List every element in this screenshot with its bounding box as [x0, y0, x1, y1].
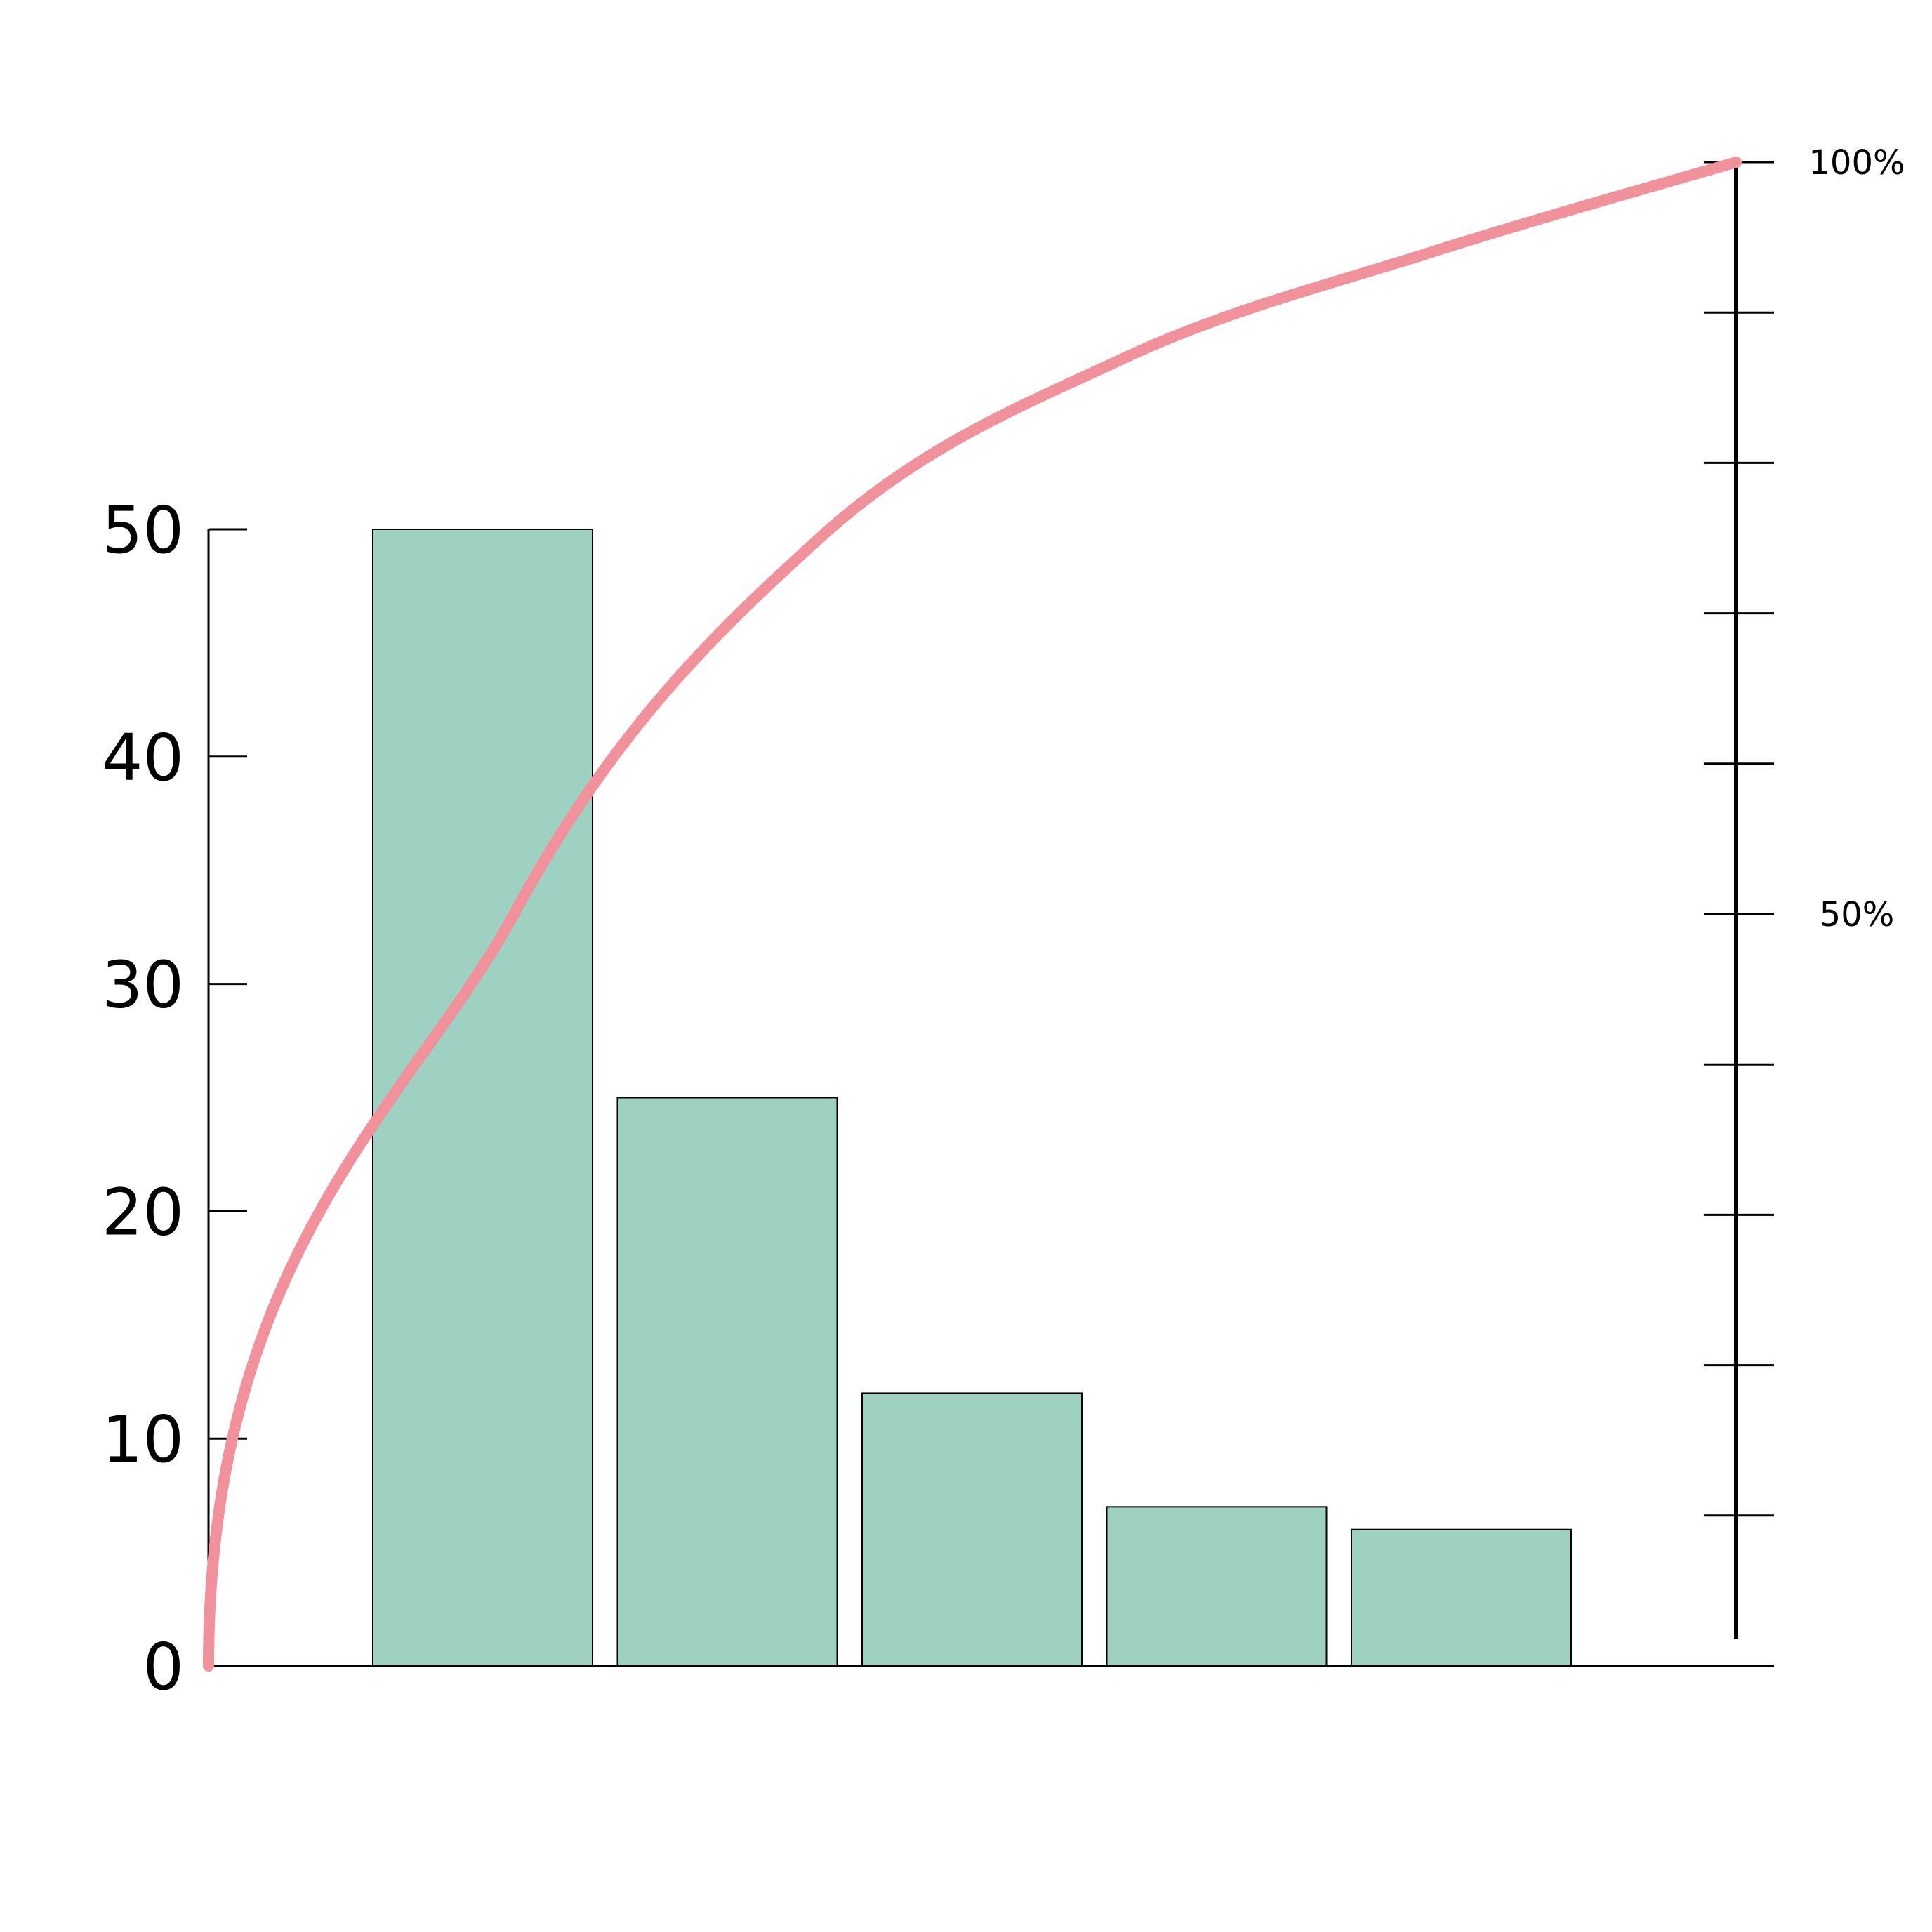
- left-tick-label: 40: [102, 720, 184, 795]
- left-tick-label: 50: [102, 493, 184, 568]
- left-tick-label: 10: [102, 1402, 184, 1477]
- bars: [372, 529, 1572, 1667]
- left-tick-label: 0: [143, 1629, 184, 1705]
- bar-1: [372, 529, 593, 1667]
- left-tick-label: 20: [102, 1175, 184, 1250]
- right-tick-label: 50%: [1820, 895, 1895, 934]
- bar-5: [1351, 1528, 1572, 1667]
- cumulative-curve: [203, 157, 1742, 1672]
- bar-2: [616, 1097, 838, 1667]
- bar-4: [1106, 1506, 1328, 1667]
- axes: [207, 161, 1774, 1667]
- tick-labels: 0 10 20 30 40 50 50% 100%: [102, 143, 1905, 1705]
- cumulative-curve-group: [203, 157, 1742, 1672]
- left-tick-label: 30: [102, 948, 184, 1023]
- right-tick-label: 100%: [1808, 143, 1905, 183]
- bar-3: [861, 1392, 1083, 1667]
